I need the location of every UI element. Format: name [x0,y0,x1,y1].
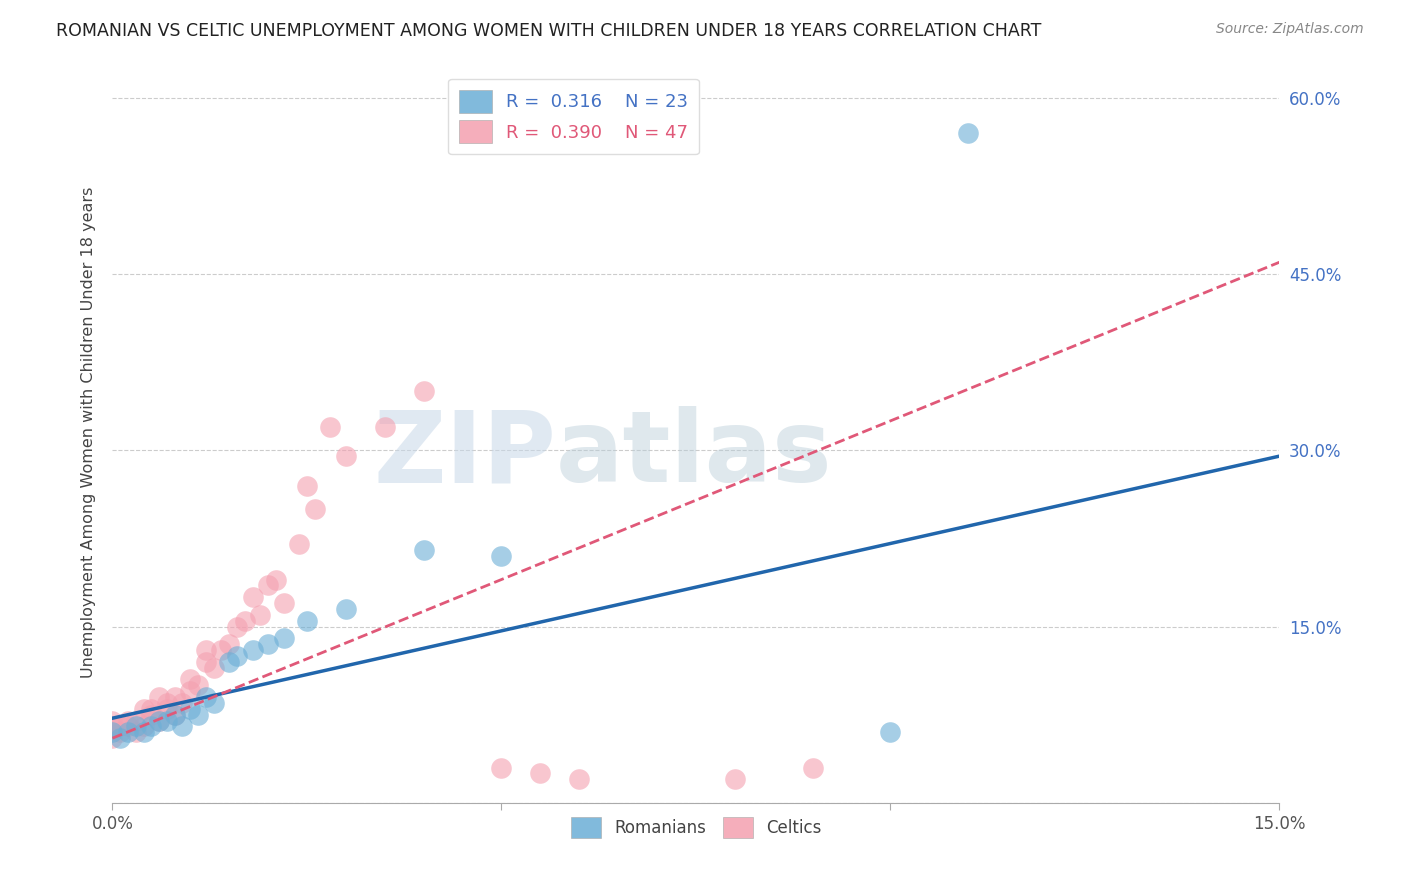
Point [172,696,194,710]
Point [202,660,225,674]
Point [163,690,186,704]
Point [568,772,591,787]
Point [132,719,155,733]
Point [132,702,155,716]
Point [187,678,209,692]
Point [156,696,179,710]
Point [101,731,124,746]
Point [957,126,980,140]
Point [202,696,225,710]
Point [319,419,342,434]
Point [148,714,170,728]
Point [125,719,148,733]
Point [179,702,201,716]
Point [141,719,163,733]
Point [218,655,240,669]
Point [187,707,209,722]
Point [226,648,249,663]
Point [194,690,217,704]
Point [288,537,311,551]
Point [264,573,287,587]
Point [148,690,170,704]
Text: ROMANIAN VS CELTIC UNEMPLOYMENT AMONG WOMEN WITH CHILDREN UNDER 18 YEARS CORRELA: ROMANIAN VS CELTIC UNEMPLOYMENT AMONG WO… [56,22,1042,40]
Point [273,632,295,646]
Point [226,619,249,633]
Point [179,684,201,698]
Point [218,637,240,651]
Point [412,384,434,399]
Point [163,707,186,722]
Point [141,702,163,716]
Point [117,725,139,739]
Point [132,725,155,739]
Point [491,549,513,563]
Point [233,614,256,628]
Point [304,502,326,516]
Point [156,714,179,728]
Point [101,714,124,728]
Legend: Romanians, Celtics: Romanians, Celtics [562,808,830,847]
Point [209,643,232,657]
Point [148,714,170,728]
Point [374,419,396,434]
Y-axis label: Unemployment Among Women with Children Under 18 years: Unemployment Among Women with Children U… [80,187,96,678]
Point [117,714,139,728]
Point [491,760,513,774]
Point [101,725,124,739]
Point [125,725,148,739]
Point [412,543,434,558]
Point [117,719,139,733]
Point [335,602,357,616]
Point [110,719,132,733]
Point [110,725,132,739]
Point [879,725,901,739]
Point [125,714,148,728]
Point [242,643,264,657]
Point [273,596,295,610]
Text: atlas: atlas [555,407,832,503]
Point [801,760,824,774]
Point [257,637,280,651]
Point [179,673,201,687]
Point [194,655,217,669]
Point [101,719,124,733]
Point [110,731,132,746]
Point [249,607,271,622]
Text: ZIP: ZIP [373,407,555,503]
Point [295,614,318,628]
Point [172,719,194,733]
Point [141,707,163,722]
Point [163,707,186,722]
Point [257,578,280,592]
Text: Source: ZipAtlas.com: Source: ZipAtlas.com [1216,22,1364,37]
Point [724,772,747,787]
Point [335,449,357,463]
Point [529,766,551,780]
Point [194,643,217,657]
Point [156,702,179,716]
Point [242,590,264,604]
Point [295,478,318,492]
